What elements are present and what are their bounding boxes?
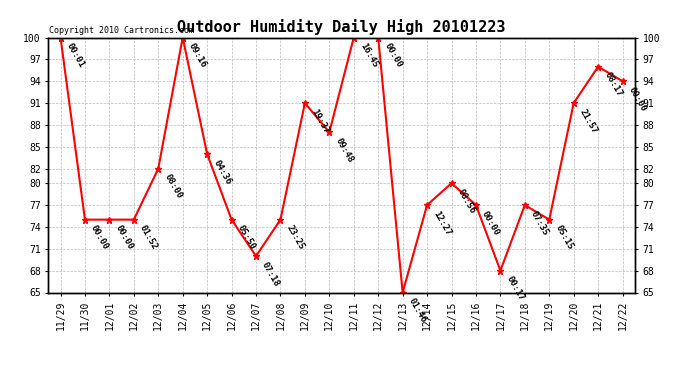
Text: 08:00: 08:00 [162, 173, 184, 201]
Text: 04:36: 04:36 [211, 158, 233, 186]
Text: 00:00: 00:00 [480, 209, 502, 237]
Title: Outdoor Humidity Daily High 20101223: Outdoor Humidity Daily High 20101223 [177, 19, 506, 35]
Text: 07:35: 07:35 [529, 209, 550, 237]
Text: Copyright 2010 Cartronics.com: Copyright 2010 Cartronics.com [49, 26, 194, 35]
Text: 00:00: 00:00 [89, 224, 110, 252]
Text: 19:37: 19:37 [309, 107, 331, 135]
Text: 23:25: 23:25 [284, 224, 306, 252]
Text: 07:18: 07:18 [260, 260, 282, 288]
Text: 09:48: 09:48 [333, 136, 355, 164]
Text: 12:27: 12:27 [431, 209, 453, 237]
Text: 08:17: 08:17 [602, 71, 624, 99]
Text: 21:57: 21:57 [578, 107, 599, 135]
Text: 09:16: 09:16 [187, 42, 208, 69]
Text: 00:00: 00:00 [114, 224, 135, 252]
Text: 00:00: 00:00 [627, 86, 648, 113]
Text: 16:45: 16:45 [358, 42, 380, 69]
Text: 01:52: 01:52 [138, 224, 159, 252]
Text: 00:17: 00:17 [504, 275, 526, 303]
Text: 01:46: 01:46 [407, 297, 428, 324]
Text: 05:15: 05:15 [553, 224, 575, 252]
Text: 00:00: 00:00 [382, 42, 404, 69]
Text: 08:56: 08:56 [455, 188, 477, 215]
Text: 05:50: 05:50 [236, 224, 257, 252]
Text: 00:01: 00:01 [65, 42, 86, 69]
